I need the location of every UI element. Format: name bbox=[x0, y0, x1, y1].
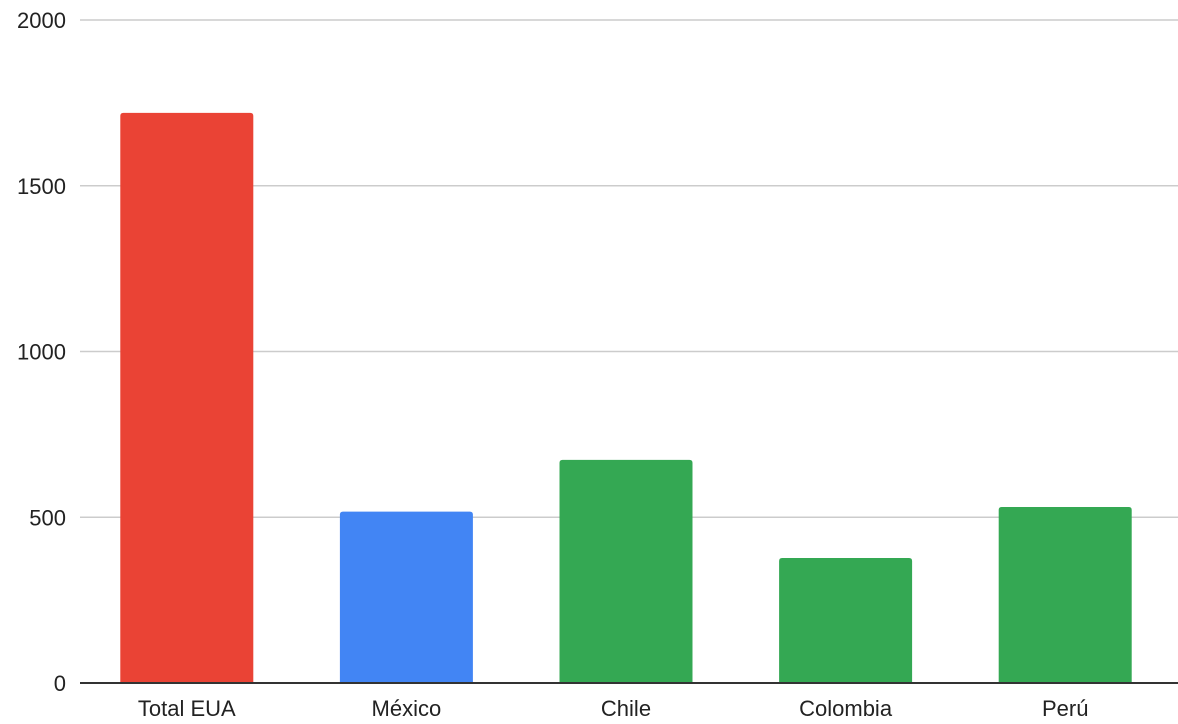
y-tick-label: 0 bbox=[54, 671, 66, 696]
x-category-label: Colombia bbox=[799, 696, 893, 721]
x-category-label: Total EUA bbox=[138, 696, 236, 721]
x-category-label: Chile bbox=[601, 696, 651, 721]
x-category-label: Perú bbox=[1042, 696, 1088, 721]
y-tick-label: 500 bbox=[29, 505, 66, 530]
y-axis-tick-labels: 0 500 1000 1500 2000 bbox=[17, 8, 66, 696]
y-tick-label: 2000 bbox=[17, 8, 66, 33]
y-tick-label: 1500 bbox=[17, 174, 66, 199]
y-tick-label: 1000 bbox=[17, 340, 66, 365]
bar-colombia bbox=[779, 558, 913, 683]
bar-chile bbox=[559, 459, 693, 683]
x-category-label: México bbox=[372, 696, 442, 721]
bar-total-eua bbox=[120, 112, 254, 683]
bar-per- bbox=[998, 506, 1132, 683]
bar-m-xico bbox=[339, 511, 473, 683]
bars bbox=[120, 112, 1132, 683]
x-axis-category-labels: Total EUA México Chile Colombia Perú bbox=[138, 696, 1089, 721]
